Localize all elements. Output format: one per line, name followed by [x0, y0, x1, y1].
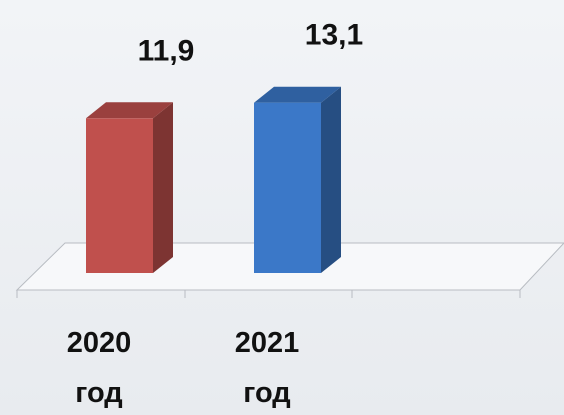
- bar-side: [153, 102, 173, 273]
- bar-side: [321, 86, 341, 273]
- bar-top: [86, 102, 173, 119]
- bar: [86, 118, 153, 273]
- value-label: 13,1: [305, 19, 363, 52]
- bar-top: [254, 86, 341, 103]
- bar: [254, 102, 321, 273]
- value-label: 11,9: [138, 34, 195, 67]
- category-label: 2020 год: [66, 327, 132, 409]
- category-label: 2021 год: [234, 327, 300, 409]
